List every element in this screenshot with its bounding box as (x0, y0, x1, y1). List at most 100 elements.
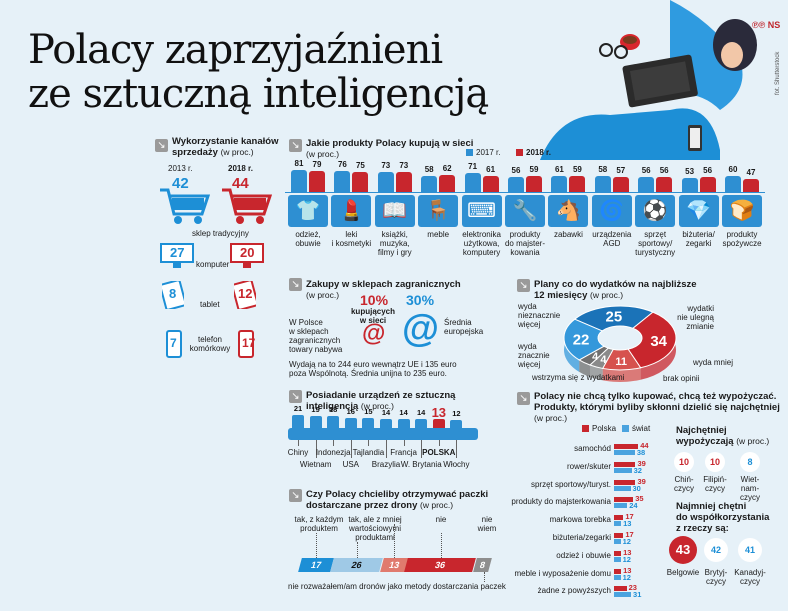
ai-bar (362, 418, 375, 428)
drone-leader (440, 533, 442, 558)
bar-label-2017: 81 (294, 159, 304, 169)
drone-leader (316, 533, 318, 558)
ai-leader (315, 440, 317, 458)
ai-title: Posiadanie urządzeń ze sztuczną intelige… (306, 390, 456, 412)
ai-bar-label: 21 (293, 403, 303, 413)
arrow-icon: ↘ (517, 392, 530, 405)
sharing-bar-world (614, 539, 621, 544)
donut-side (640, 312, 677, 380)
renter-label: Chiń-czycy (674, 475, 694, 493)
sharing-category-label: produkty do majsterkowania (511, 497, 611, 507)
ai-category-label: Wietnam (299, 460, 332, 469)
bar-label-2018: 62 (442, 164, 452, 174)
arrow-icon: ↘ (517, 279, 530, 292)
donut-side (574, 306, 653, 332)
sharing-value-pl: 23 (628, 583, 637, 593)
channels-2018-value: 44 (232, 175, 249, 192)
rocking-horse-icon: 🐴 (548, 195, 589, 227)
ai-category-label: POLSKA (422, 448, 456, 457)
category-label: urządzenia AGD (592, 230, 632, 248)
ai-bar (415, 418, 428, 428)
komputer-label: komputer (196, 260, 230, 269)
sharing-category-label: odzież i obuwie (556, 550, 611, 560)
channels-2018-value: 20 (240, 245, 255, 260)
channels-2013-value: 8 (169, 286, 177, 301)
legend-pl: Polska (592, 424, 617, 433)
ai-category-label: Francja (390, 448, 417, 457)
sharing-bar-pl (614, 497, 634, 503)
foreign-title: Zakupy w sklepach zagranicznych (w proc.… (306, 279, 461, 300)
sharing-bar-pl (614, 533, 624, 538)
donut-slice (589, 347, 614, 369)
bar-2018 (439, 175, 456, 192)
legend-2017-swatch (466, 149, 473, 156)
drone-leader (394, 524, 396, 558)
ai-leader (350, 440, 352, 458)
donut-label: wydatki nie ulegną zmianie (677, 304, 714, 331)
sharing-value-pl: 13 (623, 565, 632, 575)
drone-leader (357, 542, 358, 558)
cart-icon (160, 188, 210, 224)
arrow-icon: ↘ (289, 139, 302, 152)
sharing-category-label: rower/skuter (566, 461, 611, 471)
category-label: książki, muzyka, filmy i gry (377, 230, 412, 257)
ai-bar (380, 418, 392, 428)
bar-2017 (551, 175, 568, 192)
donut-slice (563, 318, 605, 361)
sharing-value-pl: 39 (637, 458, 646, 468)
foreign-pct-eu: 30% (406, 292, 435, 308)
sharing-category-label: samochód (574, 444, 611, 453)
sharing-value-world: 13 (623, 519, 632, 529)
legend-pl-swatch (582, 425, 589, 432)
foreign-eu-text: Średnia europejska (444, 318, 484, 336)
category-label: biżuteria/zegarki (682, 230, 715, 248)
hanger-icon: 👕 (288, 195, 328, 227)
bar-label-2017: 61 (554, 164, 564, 174)
bar-2018 (309, 170, 325, 192)
arrow-icon: ↘ (289, 489, 302, 502)
sharing-value-pl: 17 (625, 512, 634, 522)
sharing-value-pl: 17 (625, 530, 634, 539)
sharing-value-pl: 13 (623, 547, 632, 557)
drone-segment: 17 (298, 558, 335, 572)
bar-label-2017: 60 (728, 164, 738, 174)
woman-laptop-illustration (540, 0, 757, 160)
renter-circle: 8 (740, 452, 760, 472)
bar-2017 (638, 176, 655, 192)
bar-2018 (569, 176, 586, 192)
bar-label-2018: 59 (529, 165, 539, 175)
donut-label: wyda mniej (692, 358, 733, 367)
drone-bottom-label: nie rozważałem/am dronów jako metody dos… (288, 582, 506, 591)
drone-segment: 26 (330, 558, 384, 572)
bar-2018 (352, 171, 369, 192)
arrow-icon: ↘ (289, 278, 302, 291)
sharing-value-world: 12 (622, 572, 631, 582)
sharing-value-world: 38 (636, 448, 646, 457)
channels-2018-value: 17 (242, 336, 256, 350)
bar-label-2017: 71 (468, 161, 478, 171)
donut-side (563, 319, 580, 372)
ai-category-label: Tajlandia (352, 448, 385, 457)
bar-label-2018: 47 (746, 168, 756, 178)
donut-value: 25 (606, 308, 623, 325)
donut-value: 22 (573, 331, 590, 348)
renter-label: Wiet-nam-czycy (740, 475, 760, 502)
channels-title: Wykorzystanie kanałów sprzedaży (w proc.… (172, 136, 279, 158)
ball-icon: ⚽ (635, 195, 676, 227)
ai-category-label: W. Brytania (400, 460, 442, 469)
donut-label: wstrzyma się z wydatkami (532, 373, 625, 382)
sharers-title: Najmniej chętni do współkorzystania z rz… (676, 501, 770, 534)
ai-leader (438, 440, 440, 446)
donut-slice (573, 305, 654, 332)
ai-bar (292, 414, 304, 428)
year-2018: 2018 r. (228, 164, 253, 173)
brand-logo: ℗℗ NS (752, 20, 781, 30)
bar-label-2018: 61 (486, 164, 496, 174)
channels-2013-value: 7 (170, 336, 177, 350)
drones-title: Czy Polacy chcieliby otrzymywać paczki d… (306, 489, 489, 511)
bar-label-2018: 75 (355, 160, 365, 170)
sharing-bar-world (614, 574, 621, 580)
sharer-label: Kanadyj-czycy (734, 568, 766, 586)
renter-circle: 10 (705, 452, 725, 472)
tablet-icon (234, 281, 256, 309)
